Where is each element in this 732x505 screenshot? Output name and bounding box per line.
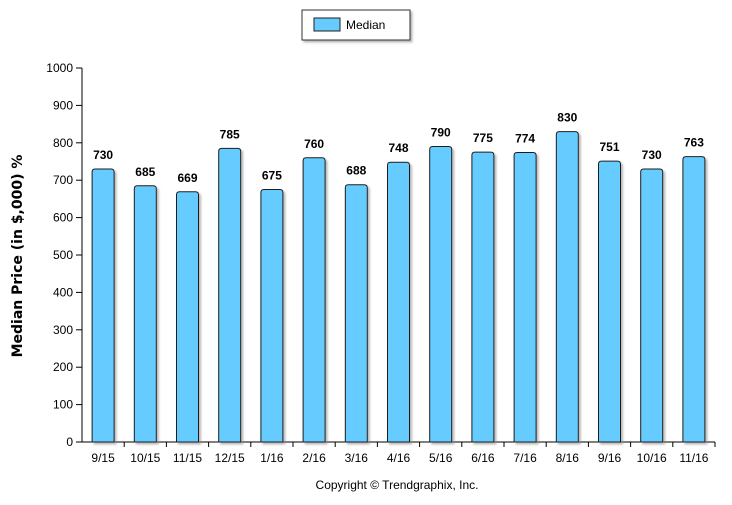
x-tick-label: 12/15	[215, 451, 245, 465]
y-axis-label: Median Price (in $,000) %	[10, 155, 26, 358]
bar	[513, 152, 537, 443]
y-tick-label: 300	[53, 323, 73, 337]
copyright-text: Copyright © Trendgraphix, Inc.	[316, 478, 479, 492]
y-tick-label: 100	[53, 398, 73, 412]
y-tick-label: 0	[66, 435, 73, 449]
x-tick-label: 9/15	[91, 451, 115, 465]
x-tick-label: 11/16	[679, 451, 708, 465]
y-tick-label: 700	[53, 173, 73, 187]
x-tick-label: 11/15	[173, 451, 202, 465]
x-tick-label: 4/16	[387, 451, 411, 465]
data-label: 763	[684, 136, 704, 150]
bar	[471, 151, 495, 443]
bar	[260, 189, 284, 443]
y-tick-label: 200	[53, 360, 73, 374]
x-tick-label: 8/16	[556, 451, 580, 465]
data-label: 790	[431, 126, 451, 140]
legend: Median	[301, 9, 411, 41]
data-label: 760	[304, 137, 324, 151]
y-tick-label: 600	[53, 211, 73, 225]
x-tick-label: 9/16	[598, 451, 622, 465]
x-tick-label: 10/16	[637, 451, 667, 465]
data-label: 785	[220, 127, 240, 141]
data-label: 751	[599, 140, 619, 154]
x-tick-label: 7/16	[513, 451, 537, 465]
bar	[176, 191, 199, 443]
bar	[598, 160, 621, 443]
x-tick-label: 2/16	[302, 451, 326, 465]
y-tick-label: 400	[53, 285, 73, 299]
legend-label: Median	[346, 18, 385, 32]
data-label: 730	[93, 148, 113, 162]
x-tick-label: 6/16	[471, 451, 495, 465]
bar	[387, 161, 410, 443]
data-label: 775	[473, 131, 493, 145]
data-label: 675	[262, 169, 282, 183]
data-label: 688	[346, 164, 366, 178]
bar	[640, 168, 664, 443]
labels: 730 685 669 785 675 760 688 748 790 775 774 830 751 7…	[93, 111, 704, 185]
x-tick-label: 5/16	[429, 451, 453, 465]
bar	[429, 146, 453, 443]
data-label: 748	[388, 141, 408, 155]
y-tick-label: 900	[53, 98, 73, 112]
bar	[555, 131, 579, 443]
data-label: 774	[515, 132, 535, 146]
bar	[344, 184, 368, 443]
bars	[91, 131, 706, 443]
x-tick-label: 10/15	[130, 451, 160, 465]
data-label: 730	[642, 148, 662, 162]
bar	[302, 157, 326, 443]
bar	[91, 168, 115, 443]
bar	[218, 147, 242, 443]
x-tick-label: 3/16	[345, 451, 369, 465]
data-label: 669	[177, 171, 197, 185]
legend-swatch	[313, 17, 341, 32]
data-label: 830	[557, 111, 577, 125]
x-tick-label: 1/16	[260, 451, 284, 465]
data-label: 685	[135, 165, 155, 179]
bar	[682, 156, 706, 443]
bar	[133, 185, 157, 443]
y-tick-label: 1000	[46, 61, 73, 75]
y-tick-label: 500	[53, 248, 73, 262]
y-tick-label: 800	[53, 136, 73, 150]
